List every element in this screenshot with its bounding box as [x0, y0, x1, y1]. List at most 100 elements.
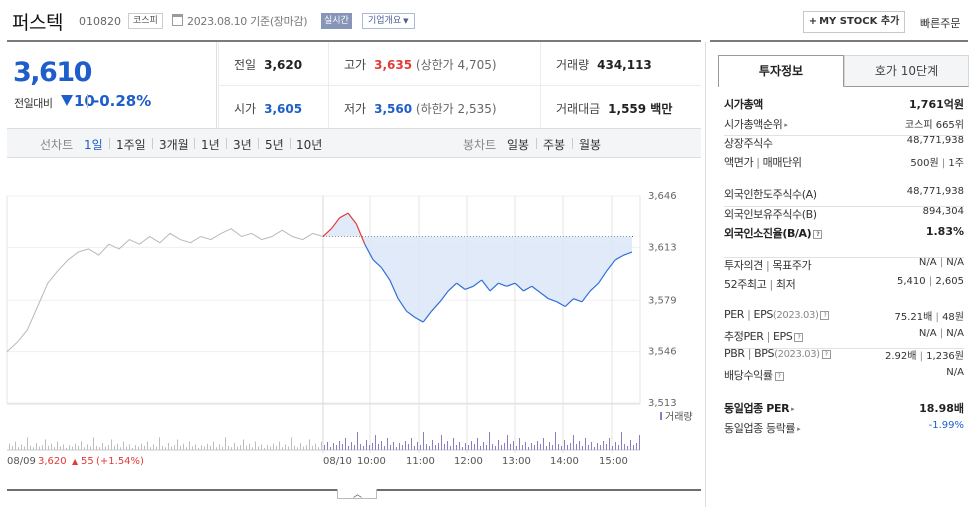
stat-high: 고가 3,635 (상한가 4,705): [344, 58, 497, 72]
volume-bar: [432, 440, 433, 450]
volume-bar: [513, 441, 514, 450]
series-today-segment: [431, 301, 441, 312]
volume-bar: [120, 447, 121, 450]
prev-day-close: 3,620: [38, 456, 67, 467]
candle-daily[interactable]: 일봉: [507, 138, 530, 152]
volume-bar: [57, 441, 58, 450]
help-icon[interactable]: ?: [820, 311, 830, 320]
volume-bar: [138, 446, 139, 450]
mystock-add-button[interactable]: + MY STOCK 추가: [803, 11, 905, 33]
period-1y[interactable]: 1년: [201, 138, 220, 152]
period-5y[interactable]: 5년: [265, 138, 284, 152]
series-today-segment: [447, 282, 458, 292]
volume-bar: [339, 441, 340, 450]
series-today-segment: [615, 254, 624, 261]
volume-bar: [195, 444, 196, 450]
volume-bar: [360, 444, 361, 450]
info-value: 48,771,938: [906, 135, 964, 146]
volume-bar: [504, 443, 505, 450]
arrow-right-icon: ▸: [797, 425, 801, 433]
volume-bar: [567, 445, 568, 450]
company-overview-label: 기업개요: [368, 16, 402, 26]
invest-info-panel: 투자정보 호가 10단계 시가총액 1,761억원 시가총액순위 ▸ 코스피 665위 상…: [705, 42, 972, 507]
realtime-badge[interactable]: 실시간: [321, 13, 352, 29]
help-icon[interactable]: ?: [794, 333, 804, 342]
chevron-up-icon: ︿: [353, 490, 363, 500]
down-triangle-icon: [61, 95, 73, 106]
info-key: 동일업종 등락률 ▸: [724, 422, 801, 435]
volume-bar: [543, 438, 544, 450]
volume-bar: [39, 446, 40, 450]
info-value: 500원 | 1주: [910, 158, 964, 169]
volume-bar: [321, 441, 322, 450]
volume-bar: [129, 444, 130, 450]
help-icon[interactable]: ?: [774, 372, 784, 381]
prev-day-change-pct: (+1.54%): [96, 456, 144, 467]
info-divider: [724, 348, 964, 349]
volume-bar: [12, 445, 13, 450]
info-row: 액면가 | 매매단위 500원 | 1주: [724, 154, 964, 172]
info-value: 2.92배 | 1,236원: [884, 351, 964, 362]
series-today-segment: [598, 270, 608, 284]
change-percent: -0.28%: [93, 92, 152, 110]
volume-bar: [204, 446, 205, 450]
series-today-segment: [623, 251, 633, 256]
series-today-segment: [523, 285, 533, 292]
tab-invest-info[interactable]: 투자정보: [718, 55, 844, 87]
period-1d[interactable]: 1일: [84, 138, 103, 152]
volume-bar: [147, 441, 148, 450]
candle-monthly[interactable]: 월봉: [579, 138, 602, 152]
volume-bar: [363, 446, 364, 450]
quick-order-link[interactable]: 빠른주문: [920, 17, 961, 30]
volume-bar: [300, 443, 301, 450]
price-change: 10: [61, 92, 95, 110]
period-3y[interactable]: 3년: [233, 138, 252, 152]
info-value: 18.98배: [919, 402, 964, 415]
prev-day-change: 55: [81, 456, 94, 467]
collapse-chart-button[interactable]: ︿: [337, 489, 377, 500]
volume-bar: [465, 443, 466, 450]
volume-bar: [309, 439, 310, 450]
candle-weekly[interactable]: 주봉: [543, 138, 566, 152]
volume-bar: [633, 445, 634, 450]
volume-bar: [366, 440, 367, 450]
volume-bar: [324, 445, 325, 450]
period-10y[interactable]: 10년: [296, 138, 323, 152]
stock-header: 퍼스텍 010820 코스피 2023.08.10 기준(장마감) 실시간 기업…: [0, 0, 972, 40]
help-icon[interactable]: ?: [813, 230, 823, 239]
volume-bar: [384, 446, 385, 450]
volume-bar: [549, 442, 550, 450]
volume-bar: [345, 438, 346, 450]
company-overview-dropdown[interactable]: 기업개요 ▼: [362, 13, 415, 29]
series-today-segment: [498, 282, 507, 287]
series-today-segment: [472, 279, 483, 287]
volume-bar: [192, 446, 193, 450]
y-tick-label: 3,546: [648, 347, 677, 358]
period-1w[interactable]: 1주일: [116, 138, 146, 152]
volume-bar: [81, 441, 82, 450]
volume-bar: [69, 445, 70, 450]
tab-order-book[interactable]: 호가 10단계: [844, 55, 969, 87]
period-3m[interactable]: 3개월: [159, 138, 189, 152]
chevron-down-icon: ▼: [403, 17, 409, 25]
info-key: 시가총액순위 ▸: [724, 118, 788, 131]
intraday-chart[interactable]: 3,646 3,613 3,579 3,546 3,513 거래량 08/09 3,620 ▲ 5…: [0, 158, 705, 493]
volume-bar: [276, 445, 277, 450]
volume-bar: [357, 432, 358, 450]
volume-bar: [99, 447, 100, 450]
info-key: 시가총액: [724, 98, 763, 111]
x-tick-label: 08/10: [323, 456, 352, 467]
volume-legend-swatch: [660, 412, 662, 420]
help-icon[interactable]: ?: [821, 350, 831, 359]
volume-bar: [171, 446, 172, 450]
x-tick-label: 10:00: [357, 456, 386, 467]
volume-bar: [594, 447, 595, 450]
y-tick-label: 3,613: [648, 242, 677, 253]
series-today-segment: [372, 259, 382, 269]
series-today-segment: [506, 282, 516, 287]
volume-bar: [297, 447, 298, 450]
volume-bar: [15, 441, 16, 450]
info-key: 투자의견 | 목표주가: [724, 259, 812, 272]
volume-bar: [87, 444, 88, 450]
volume-bar: [429, 446, 430, 450]
